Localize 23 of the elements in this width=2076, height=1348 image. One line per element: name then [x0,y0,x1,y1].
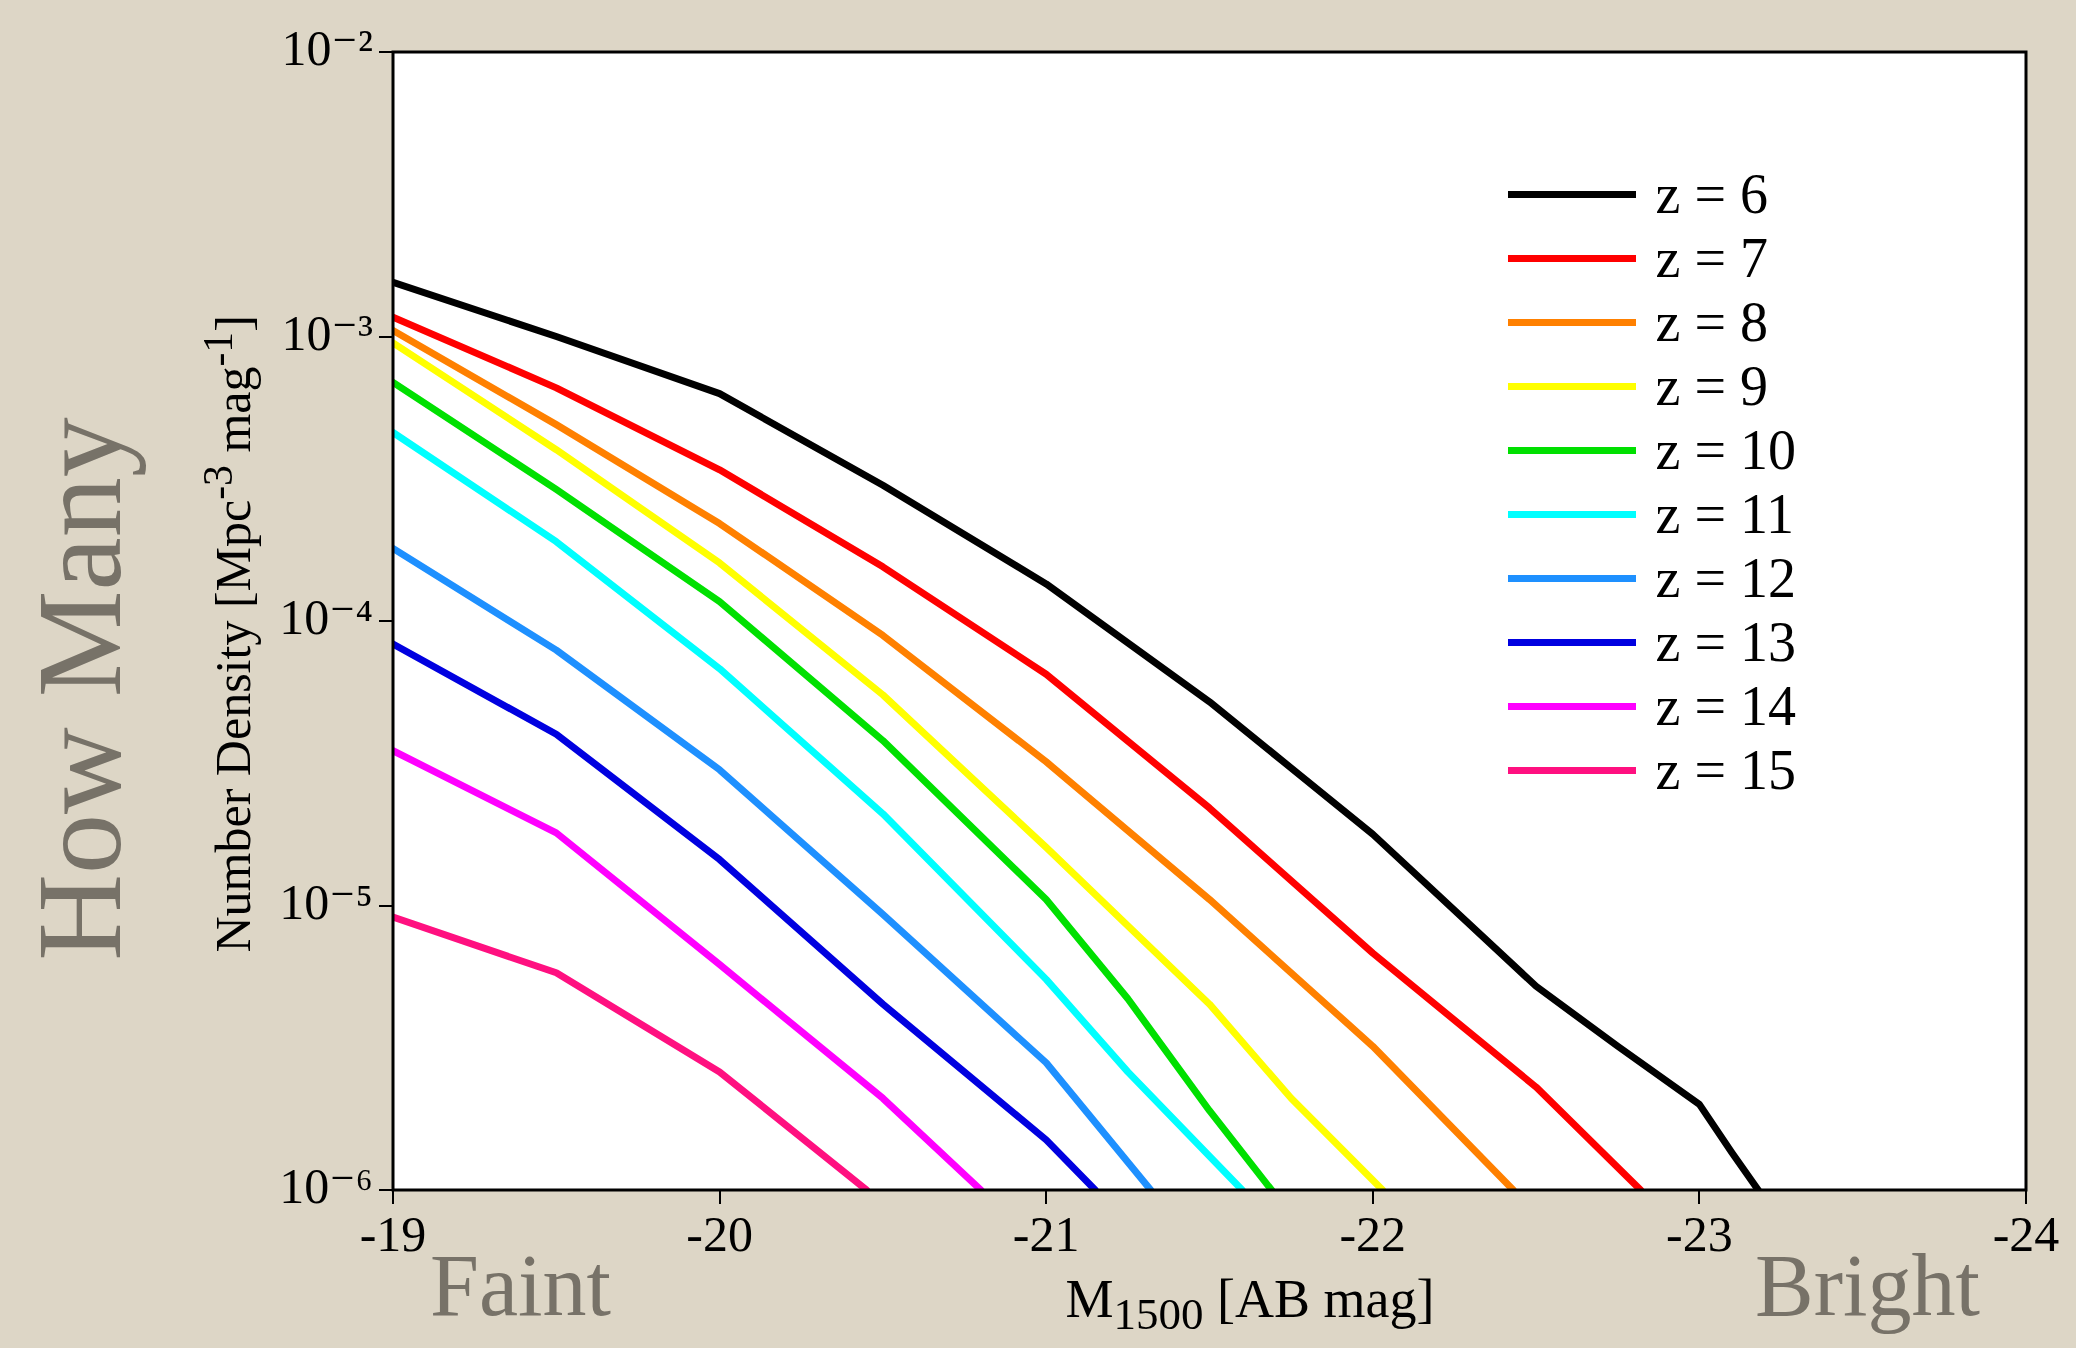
legend-label: z = 13 [1655,610,1796,674]
y-tick-label: 10⁻⁴ [279,589,373,646]
legend-label: z = 6 [1655,162,1768,226]
text: How Many [12,416,147,963]
x-tick-label: -22 [1339,1206,1407,1263]
y-tick-label: 10⁻² [281,20,373,77]
legend-label: z = 7 [1655,226,1768,290]
legend-label: z = 11 [1655,482,1794,546]
legend-label: z = 10 [1655,418,1796,482]
legend-label: z = 15 [1655,738,1796,802]
y-tick-label: 10⁻³ [281,304,373,361]
text: Bright [1755,1236,1980,1336]
legend-label: z = 9 [1655,354,1768,418]
legend-label: z = 12 [1655,546,1796,610]
x-tick-label: -21 [1012,1206,1080,1263]
y-tick-label: 10⁻⁵ [279,873,373,930]
legend-label: z = 14 [1655,674,1796,738]
x-tick-label: -20 [686,1206,753,1263]
x-tick-label: -24 [1992,1206,2060,1263]
legend-label: z = 8 [1655,290,1768,354]
text: Faint [430,1236,611,1336]
x-tick-label: -23 [1666,1206,1733,1263]
x-axis-title: M$_{1500}$ [AB mag] [1064,1268,1436,1340]
